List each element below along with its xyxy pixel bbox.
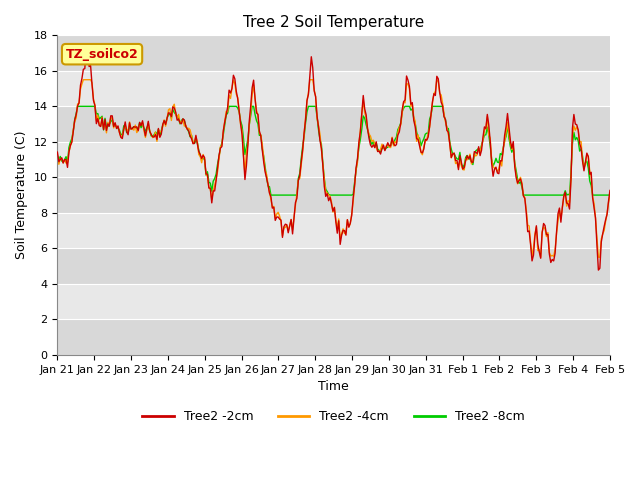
Tree2 -8cm <box>54 153 61 158</box>
Tree2 -2cm <box>72 112 80 118</box>
Legend: Tree2 -2cm, Tree2 -4cm, Tree2 -8cm: Tree2 -2cm, Tree2 -4cm, Tree2 -8cm <box>138 406 530 429</box>
Tree2 -2cm <box>595 267 602 273</box>
Tree2 -8cm <box>267 192 275 198</box>
Tree2 -8cm <box>532 192 540 198</box>
Tree2 -8cm <box>91 104 99 109</box>
Y-axis label: Soil Temperature (C): Soil Temperature (C) <box>15 131 28 259</box>
Tree2 -8cm <box>74 104 81 109</box>
Tree2 -8cm <box>451 151 458 156</box>
Tree2 -8cm <box>72 111 80 117</box>
Bar <box>58 107 610 142</box>
Bar <box>58 213 610 248</box>
Tree2 -8cm <box>606 192 614 198</box>
Tree2 -2cm <box>531 233 539 239</box>
Bar <box>58 319 610 355</box>
Tree2 -8cm <box>605 192 612 198</box>
Tree2 -4cm <box>339 226 347 232</box>
Tree2 -4cm <box>449 151 456 157</box>
Tree2 -2cm <box>449 151 456 157</box>
Title: Tree 2 Soil Temperature: Tree 2 Soil Temperature <box>243 15 424 30</box>
Tree2 -2cm <box>339 228 347 233</box>
Text: TZ_soilco2: TZ_soilco2 <box>66 48 138 60</box>
Bar <box>58 36 610 71</box>
Tree2 -2cm <box>606 188 614 193</box>
Tree2 -4cm <box>605 200 612 206</box>
Tree2 -8cm <box>340 192 348 198</box>
Line: Tree2 -2cm: Tree2 -2cm <box>58 46 610 270</box>
Bar <box>58 248 610 284</box>
Tree2 -4cm <box>79 77 87 83</box>
Tree2 -4cm <box>54 153 61 159</box>
Tree2 -2cm <box>605 199 612 204</box>
Line: Tree2 -4cm: Tree2 -4cm <box>58 80 610 257</box>
Tree2 -4cm <box>537 254 545 260</box>
Tree2 -4cm <box>531 231 539 237</box>
Tree2 -4cm <box>606 192 614 198</box>
Bar <box>58 177 610 213</box>
Tree2 -4cm <box>72 115 80 121</box>
Tree2 -2cm <box>54 149 61 155</box>
Bar <box>58 284 610 319</box>
Tree2 -4cm <box>91 102 99 108</box>
Bar <box>58 142 610 177</box>
Tree2 -2cm <box>83 43 90 49</box>
Bar <box>58 71 610 107</box>
Line: Tree2 -8cm: Tree2 -8cm <box>58 107 610 195</box>
X-axis label: Time: Time <box>318 380 349 393</box>
Tree2 -2cm <box>91 103 99 108</box>
